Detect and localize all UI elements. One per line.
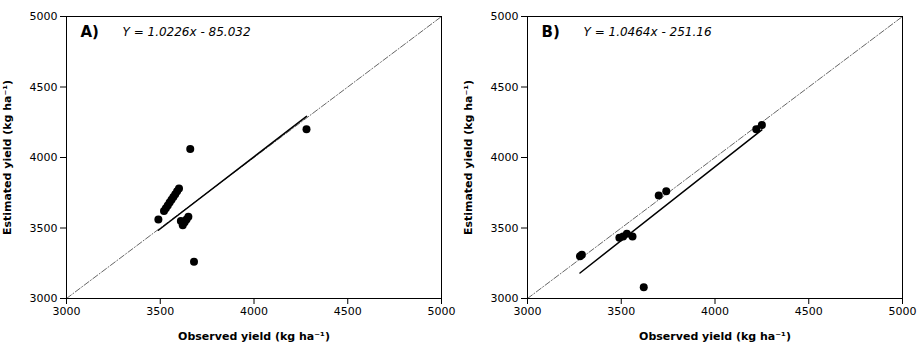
svg-text:4500: 4500 xyxy=(795,305,823,318)
svg-text:4000: 4000 xyxy=(30,151,58,164)
svg-text:3500: 3500 xyxy=(607,305,635,318)
svg-text:3500: 3500 xyxy=(146,305,174,318)
svg-text:4500: 4500 xyxy=(491,81,519,94)
svg-text:3000: 3000 xyxy=(514,305,542,318)
svg-text:Y = 1.0464x - 251.16: Y = 1.0464x - 251.16 xyxy=(584,25,712,39)
svg-text:Observed yield (kg ha⁻¹): Observed yield (kg ha⁻¹) xyxy=(178,330,330,342)
svg-text:3000: 3000 xyxy=(53,305,81,318)
svg-text:3500: 3500 xyxy=(491,222,519,235)
svg-text:Y = 1.0226x - 85.032: Y = 1.0226x - 85.032 xyxy=(123,25,251,39)
svg-text:3000: 3000 xyxy=(30,292,58,305)
svg-text:5000: 5000 xyxy=(491,10,519,23)
svg-text:A): A) xyxy=(81,23,99,41)
svg-text:Observed yield (kg ha⁻¹): Observed yield (kg ha⁻¹) xyxy=(639,330,791,342)
svg-text:Estimated yield (kg ha⁻¹): Estimated yield (kg ha⁻¹) xyxy=(1,80,14,235)
svg-text:5000: 5000 xyxy=(30,10,58,23)
svg-text:5000: 5000 xyxy=(889,305,917,318)
svg-text:4000: 4000 xyxy=(240,305,268,318)
svg-text:4000: 4000 xyxy=(491,151,519,164)
svg-text:4000: 4000 xyxy=(701,305,729,318)
svg-text:3000: 3000 xyxy=(491,292,519,305)
svg-text:3500: 3500 xyxy=(30,222,58,235)
svg-text:5000: 5000 xyxy=(428,305,456,318)
svg-text:Estimated yield (kg ha⁻¹): Estimated yield (kg ha⁻¹) xyxy=(462,80,475,235)
svg-text:B): B) xyxy=(542,23,560,41)
svg-text:4500: 4500 xyxy=(30,81,58,94)
svg-text:4500: 4500 xyxy=(334,305,362,318)
